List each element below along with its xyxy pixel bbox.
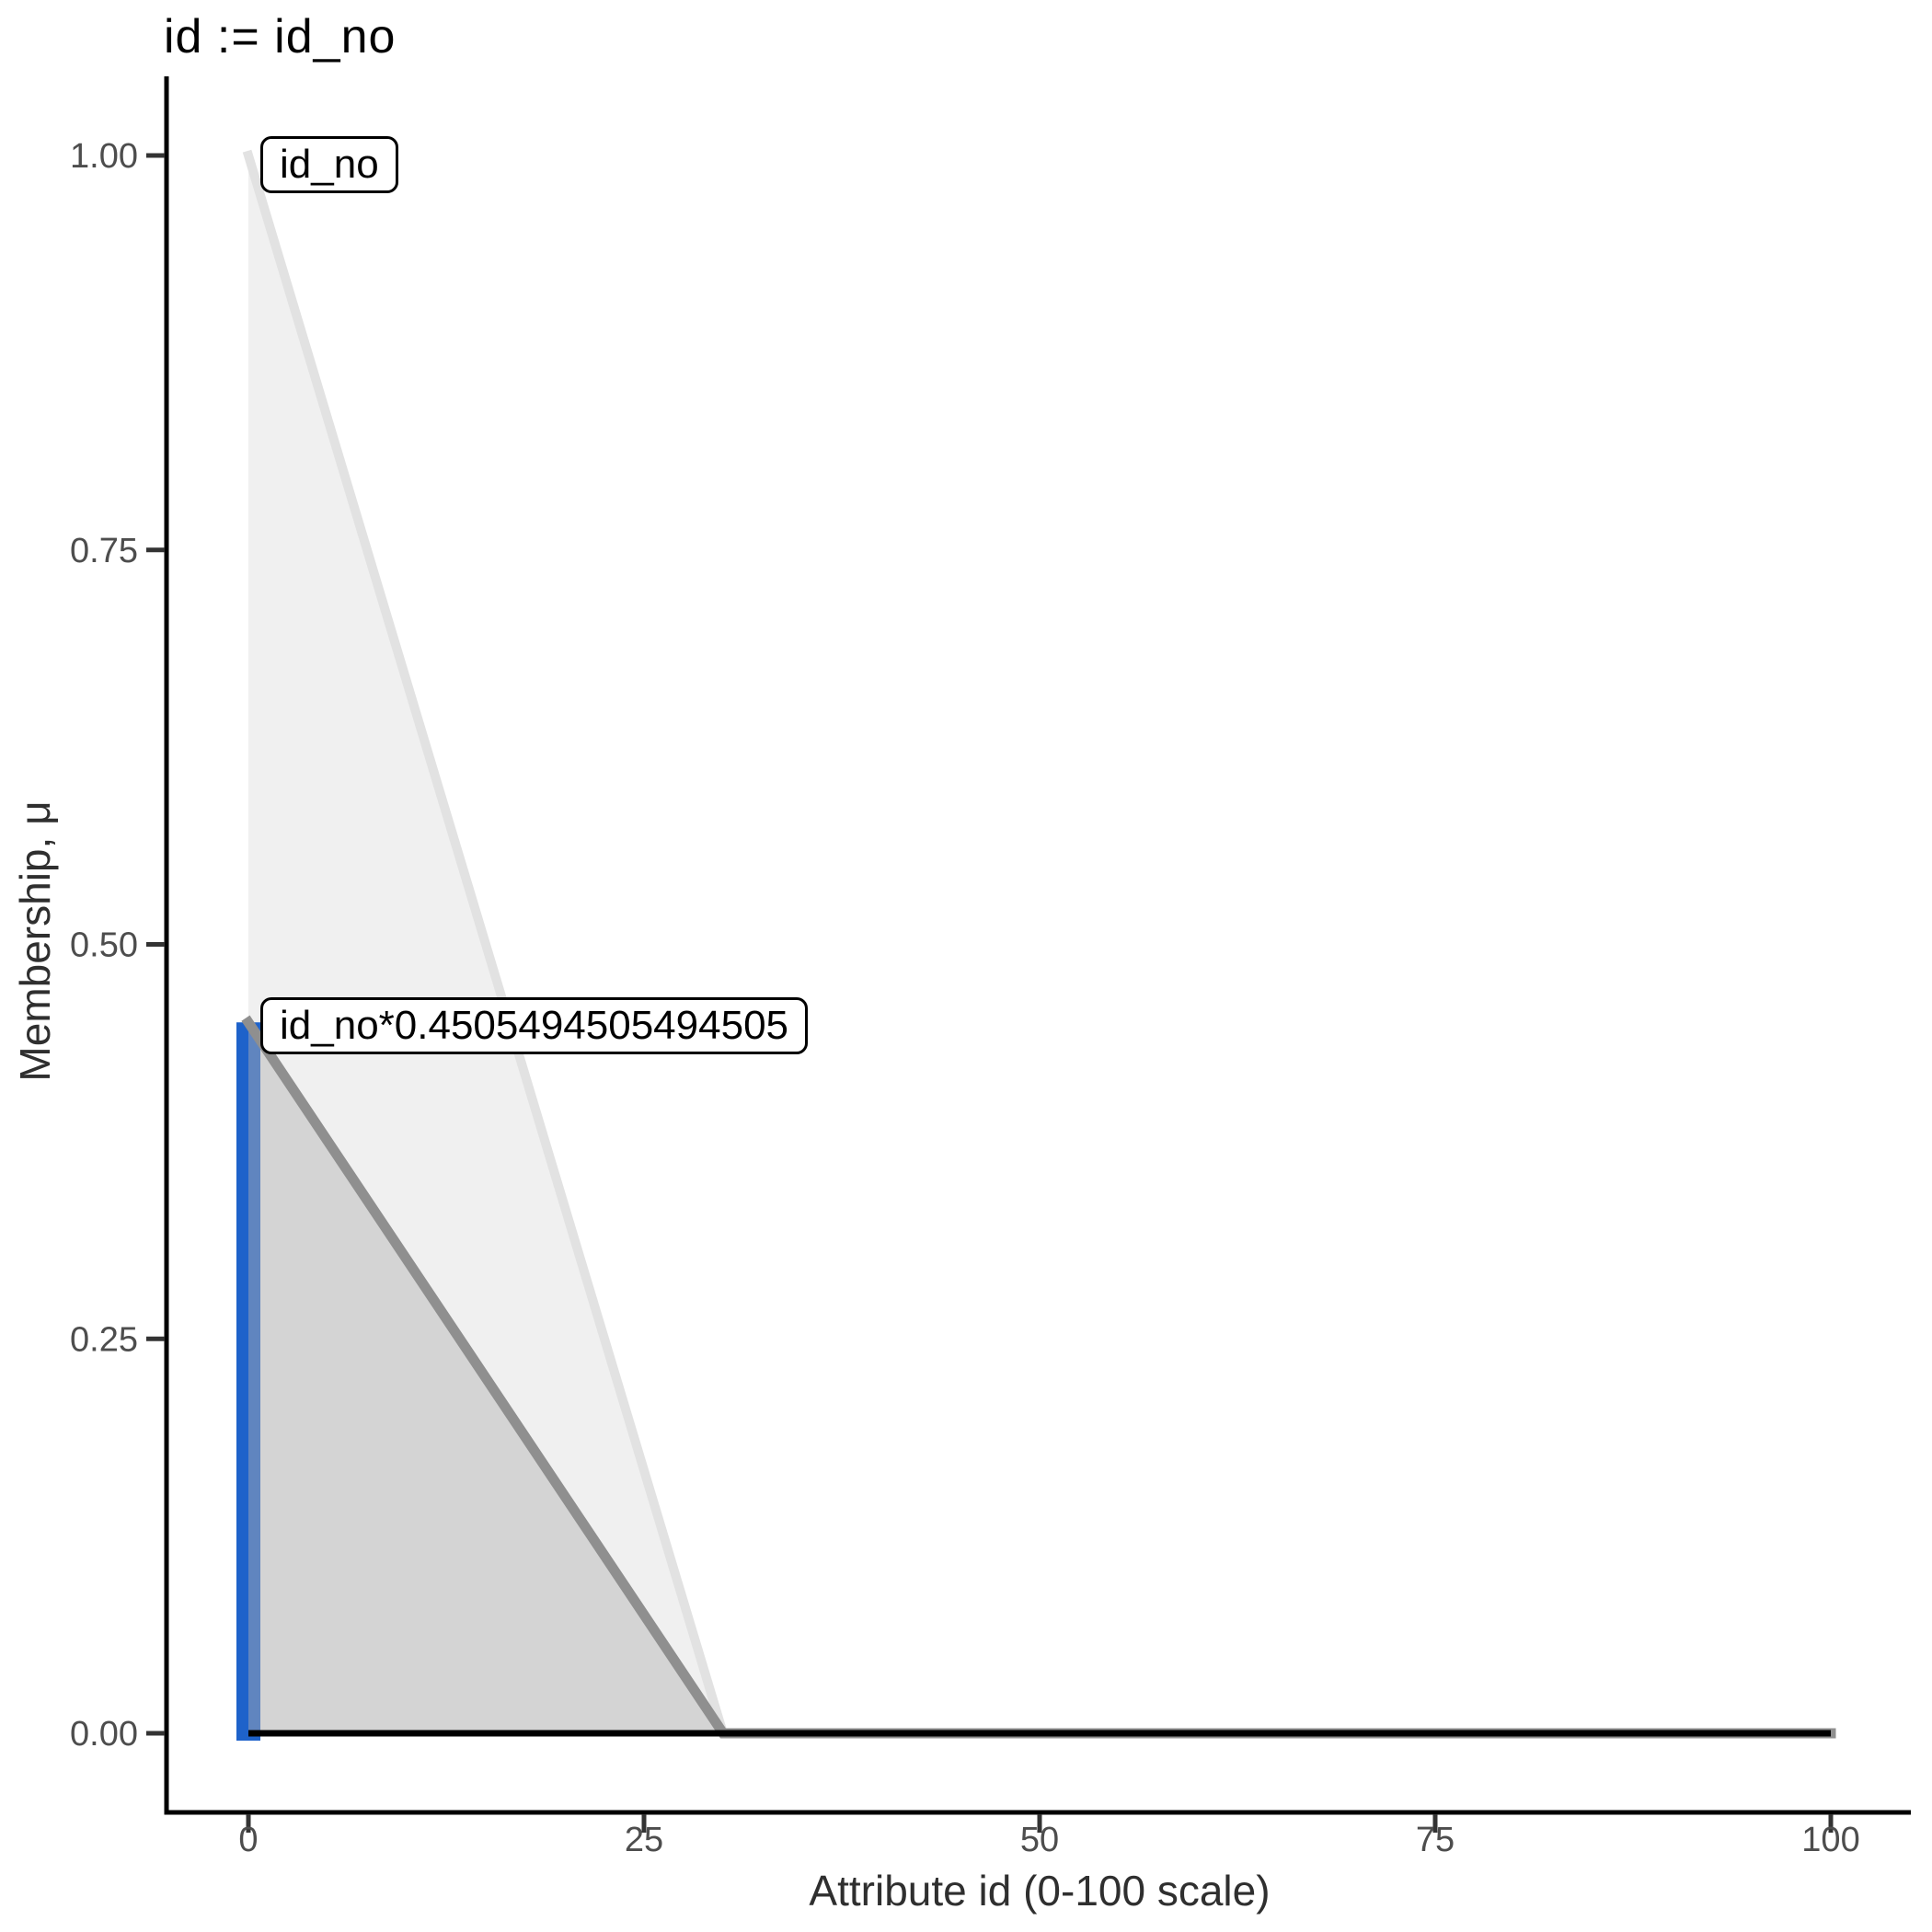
plot-title: id := id_no bbox=[164, 10, 397, 63]
y-tick-label: 1.00 bbox=[70, 137, 138, 176]
y-tick-label: 0.00 bbox=[70, 1715, 138, 1754]
y-axis-title: Membership, μ bbox=[11, 800, 59, 1082]
label-box-id-no: id_no bbox=[260, 136, 398, 193]
x-tick-label: 25 bbox=[625, 1821, 663, 1859]
y-tick-label: 0.75 bbox=[70, 532, 138, 570]
x-tick-label: 100 bbox=[1801, 1821, 1859, 1859]
x-tick-label: 0 bbox=[238, 1821, 258, 1859]
x-tick-label: 50 bbox=[1020, 1821, 1059, 1859]
y-tick-label: 0.25 bbox=[70, 1320, 138, 1359]
x-axis-title: Attribute id (0-100 scale) bbox=[809, 1867, 1271, 1915]
x-tick-label: 75 bbox=[1416, 1821, 1455, 1859]
label-box-id-no-scaled: id_no*0.4505494505494505 bbox=[260, 997, 809, 1054]
y-tick-label: 0.50 bbox=[70, 926, 138, 965]
